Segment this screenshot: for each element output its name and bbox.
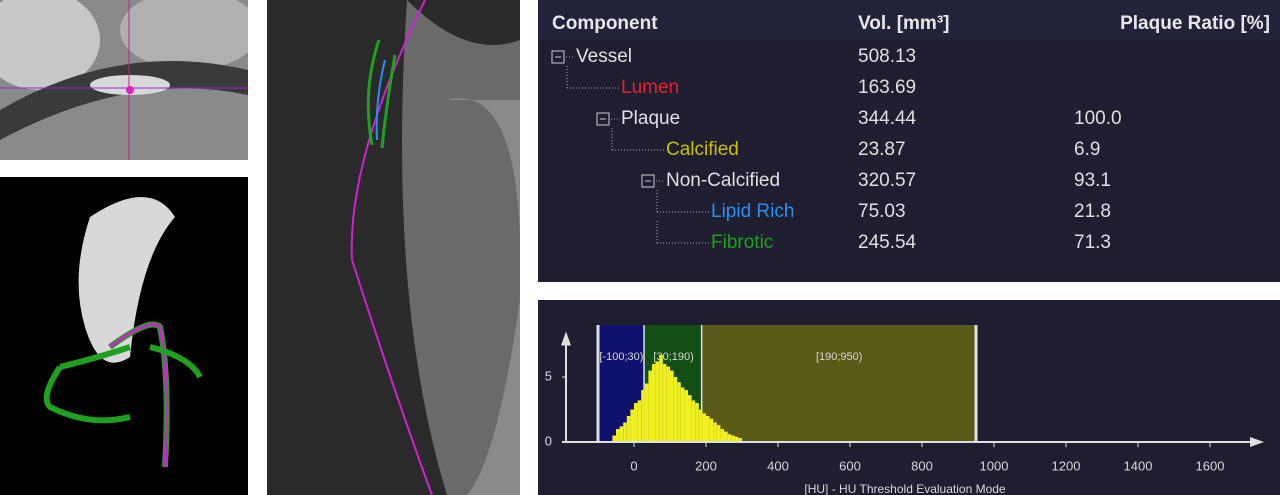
volume-table: Component Vol. [mm³] Plaque Ratio [%] Vesse… [538, 0, 1280, 282]
histogram-bar [702, 413, 706, 442]
component-name: Fibrotic [711, 232, 773, 253]
x-tick-label: 1000 [980, 458, 1009, 473]
histogram-bar [724, 431, 728, 442]
histogram-bar [706, 416, 710, 442]
tree-toggle [596, 112, 610, 126]
histogram-bar [648, 370, 652, 442]
histogram-bar [734, 436, 739, 442]
histogram-bar [616, 429, 620, 442]
histogram-bar [626, 416, 631, 442]
histogram-bar [713, 422, 717, 442]
component-name: Vessel [576, 46, 632, 67]
histogram-bar [652, 364, 656, 442]
volume: 245.54 [858, 232, 917, 253]
x-axis-label: [HU] - HU Threshold Evaluation Mode [804, 482, 1006, 495]
volume: 163.69 [858, 77, 916, 98]
component-name: Non-Calcified [666, 170, 780, 191]
x-tick-label: 400 [767, 458, 789, 473]
region-label: [190;950) [816, 351, 862, 363]
y-axis-arrow [561, 331, 571, 346]
ct-curved-reformat [267, 0, 520, 495]
plaque-ratio: 100.0 [1074, 108, 1122, 129]
component-name: Calcified [666, 139, 739, 160]
region-label: [-100;30) [599, 351, 643, 363]
x-tick-label: 1400 [1124, 458, 1153, 473]
histogram-bar [688, 395, 692, 442]
plaque-ratio: 71.3 [1074, 232, 1111, 253]
histogram-bar [655, 361, 660, 442]
histogram-bar [659, 354, 663, 442]
tree-toggle [551, 50, 565, 64]
x-tick-label: 0 [630, 458, 637, 473]
histogram-bar [731, 435, 735, 442]
histogram-bar [637, 400, 642, 442]
x-tick-label: 1600 [1196, 458, 1225, 473]
histogram-bar [680, 387, 685, 442]
component-name: Lipid Rich [711, 201, 794, 222]
histogram-bar [666, 366, 670, 442]
histogram-bar [662, 364, 667, 442]
y-tick-label: 0 [545, 433, 552, 448]
histogram-bar [677, 382, 681, 442]
region-label: [30;190) [653, 351, 693, 363]
vessel-3d-render [0, 177, 248, 495]
histogram-bar [619, 426, 624, 442]
histogram-bar [716, 425, 721, 442]
x-tick-label: 600 [839, 458, 861, 473]
histogram-bar [684, 390, 688, 442]
volume: 75.03 [858, 201, 906, 222]
volume: 508.13 [858, 46, 916, 67]
x-tick-label: 1200 [1052, 458, 1081, 473]
histogram-bar [612, 435, 616, 442]
x-tick-label: 800 [911, 458, 933, 473]
volume: 23.87 [858, 139, 906, 160]
component-name: Lumen [621, 77, 679, 98]
tree-toggle [641, 174, 655, 188]
histogram-bar [634, 403, 638, 442]
histogram-bar [738, 438, 742, 442]
column-header: Component [552, 13, 658, 34]
histogram-bar [644, 383, 649, 442]
ct-cross-section [0, 0, 248, 160]
x-tick-label: 200 [695, 458, 717, 473]
histogram-bar [673, 377, 678, 442]
y-tick-label: 5 [545, 368, 552, 383]
histogram-bar [695, 403, 699, 442]
volume: 320.57 [858, 170, 916, 191]
plaque-ratio: 93.1 [1074, 170, 1111, 191]
plaque-ratio: 21.8 [1074, 201, 1111, 222]
histogram-bar [698, 409, 703, 442]
histogram-bar [720, 429, 724, 442]
histogram-bar [709, 418, 714, 442]
column-header: Plaque Ratio [%] [1120, 13, 1270, 34]
histogram-bar [727, 434, 732, 442]
volume: 344.44 [858, 108, 917, 129]
histogram-bar [691, 400, 696, 442]
x-axis-arrow [1250, 437, 1264, 447]
plaque-ratio: 6.9 [1074, 139, 1100, 160]
histogram-bar [623, 422, 627, 442]
histogram-bar [670, 370, 674, 442]
histogram-bar [630, 409, 634, 442]
histogram-bar [641, 390, 645, 442]
column-header: Vol. [mm³] [858, 13, 949, 34]
threshold-region [702, 325, 976, 442]
component-name: Plaque [621, 108, 680, 129]
